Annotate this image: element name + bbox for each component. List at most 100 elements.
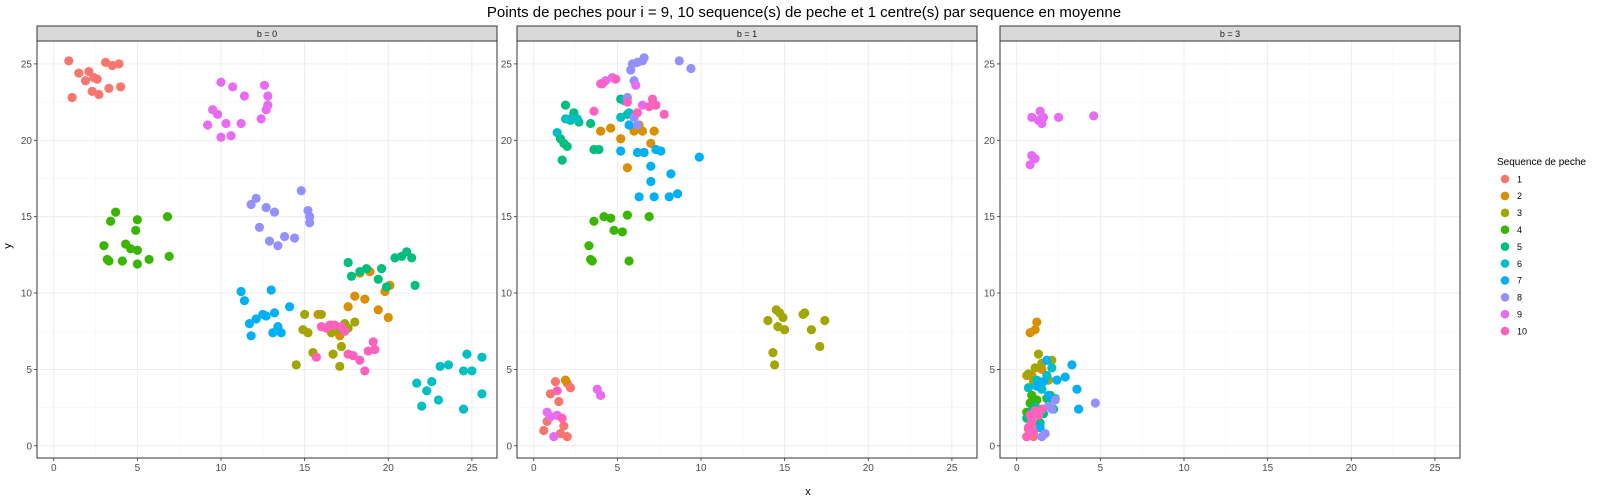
- point-seq-9: [631, 80, 641, 90]
- point-seq-3: [300, 309, 310, 320]
- point-seq-3: [1023, 369, 1034, 379]
- point-seq-8: [261, 202, 271, 213]
- point-seq-10: [589, 106, 599, 116]
- point-seq-5: [560, 100, 571, 110]
- point-seq-9: [1030, 154, 1040, 164]
- point-seq-7: [266, 285, 276, 295]
- point-seq-10: [1037, 404, 1047, 414]
- point-seq-3: [806, 325, 817, 335]
- point-seq-2: [649, 126, 659, 136]
- point-seq-4: [622, 210, 633, 220]
- point-seq-9: [226, 131, 236, 141]
- point-seq-2: [606, 123, 616, 133]
- chart-title: Points de peches pour i = 9, 10 sequence…: [487, 4, 1121, 21]
- point-seq-9: [1038, 112, 1049, 122]
- point-seq-2: [383, 312, 393, 323]
- point-seq-3: [1033, 349, 1044, 359]
- point-seq-2: [1030, 325, 1040, 335]
- legend: Sequence de peche 1 2 3 4 5 6 7 8 9 10: [1497, 157, 1586, 336]
- y-tick-label: 20: [984, 136, 996, 147]
- point-seq-9: [216, 77, 226, 87]
- point-seq-7: [666, 169, 676, 179]
- point-seq-2: [360, 294, 370, 304]
- point-seq-4: [106, 216, 116, 226]
- x-axis-title: x: [805, 486, 811, 498]
- point-seq-5: [407, 253, 417, 263]
- x-tick-label: 15: [1262, 463, 1274, 474]
- point-seq-3: [815, 341, 825, 352]
- point-seq-8: [290, 233, 300, 243]
- point-seq-7: [694, 152, 704, 162]
- point-seq-7: [646, 161, 656, 171]
- point-seq-5: [562, 141, 572, 151]
- point-seq-9: [221, 118, 231, 129]
- point-seq-3: [350, 317, 360, 327]
- legend-key: [1500, 276, 1510, 285]
- point-seq-3: [800, 308, 810, 318]
- point-seq-10: [557, 413, 567, 423]
- point-seq-8: [674, 56, 684, 66]
- point-seq-6: [458, 404, 469, 414]
- point-seq-6: [422, 386, 432, 396]
- legend-label: 4: [1517, 225, 1522, 235]
- panel-2: b = 1 0 5 10 15 20 25 0 5 10 15 20 25: [501, 25, 978, 474]
- x-tick-label: 0: [531, 463, 537, 474]
- legend-item-4: 4: [1500, 225, 1522, 235]
- x-tick-label: 25: [466, 463, 478, 474]
- point-seq-9: [549, 432, 559, 442]
- y-tick-label: 20: [501, 136, 513, 147]
- point-seq-8: [246, 199, 256, 210]
- facet-strip-label: b = 3: [1220, 29, 1240, 39]
- point-seq-10: [597, 79, 607, 89]
- x-tick-label: 15: [779, 463, 791, 474]
- y-tick-label: 5: [26, 365, 32, 376]
- point-seq-7: [1042, 355, 1052, 365]
- point-seq-6: [435, 361, 445, 371]
- point-seq-8: [1047, 404, 1057, 414]
- point-seq-6: [462, 349, 472, 359]
- legend-key: [1500, 259, 1510, 268]
- x-tick-label: 0: [1014, 463, 1020, 474]
- point-seq-8: [296, 186, 306, 196]
- point-seq-6: [1047, 363, 1057, 373]
- point-seq-9: [1025, 160, 1035, 170]
- legend-item-7: 7: [1500, 276, 1522, 286]
- point-seq-6: [443, 360, 454, 370]
- point-seq-5: [557, 155, 567, 165]
- point-seq-6: [477, 389, 487, 399]
- point-seq-4: [164, 251, 174, 261]
- point-seq-7: [632, 147, 643, 158]
- point-seq-2: [343, 302, 353, 312]
- legend-label: 10: [1517, 326, 1527, 336]
- legend-item-1: 1: [1500, 174, 1522, 184]
- point-seq-9: [263, 91, 273, 101]
- point-seq-5: [410, 280, 420, 290]
- point-seq-3: [780, 325, 790, 335]
- point-seq-10: [611, 74, 621, 84]
- point-seq-9: [1053, 112, 1064, 122]
- point-seq-1: [64, 56, 74, 66]
- point-seq-10: [1028, 427, 1039, 437]
- point-seq-6: [433, 395, 444, 405]
- y-tick-label: 0: [26, 441, 32, 452]
- point-seq-4: [131, 225, 141, 236]
- x-tick-label: 5: [135, 463, 141, 474]
- point-seq-2: [637, 126, 648, 136]
- point-seq-6: [565, 114, 576, 124]
- point-seq-5: [402, 247, 412, 257]
- x-tick-label: 5: [615, 463, 621, 474]
- point-seq-3: [316, 309, 326, 320]
- point-seq-4: [104, 256, 114, 266]
- point-seq-2: [622, 163, 633, 173]
- point-seq-8: [305, 218, 315, 228]
- point-seq-8: [264, 236, 275, 246]
- legend-key: [1500, 174, 1510, 184]
- point-seq-8: [254, 222, 265, 232]
- facet-strip-label: b = 0: [257, 29, 277, 39]
- point-seq-8: [251, 193, 261, 203]
- x-tick-label: 15: [299, 463, 311, 474]
- point-seq-6: [417, 401, 427, 411]
- point-seq-8: [632, 120, 643, 130]
- x-tick-label: 25: [1429, 463, 1441, 474]
- legend-key: [1500, 293, 1510, 302]
